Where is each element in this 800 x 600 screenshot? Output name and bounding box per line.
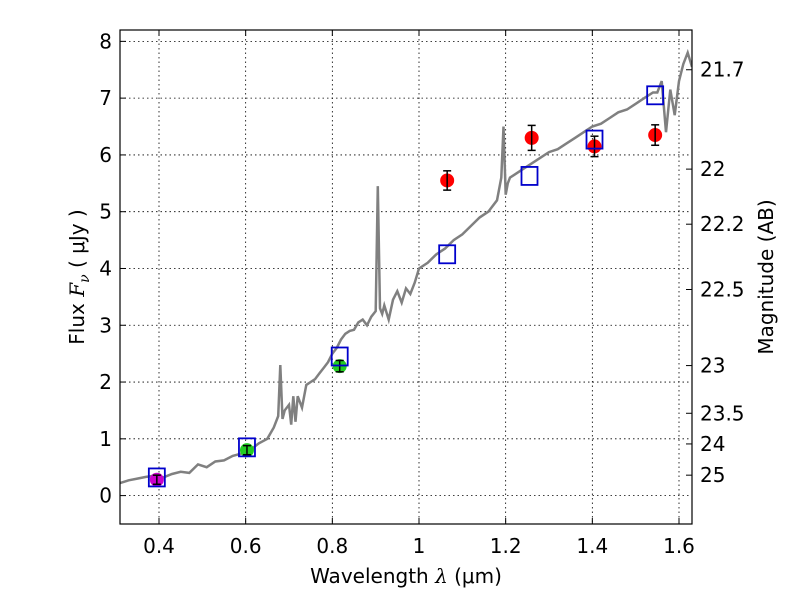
plot-frame <box>119 29 693 525</box>
y-tick-label: 0 <box>99 484 112 508</box>
model-synthetic-square <box>585 129 604 150</box>
y-tick-label: 8 <box>99 29 112 53</box>
y2-tick-label: 22 <box>700 157 725 181</box>
x-axis-title: Wavelength λ (μm) <box>310 564 502 588</box>
x-tick-label: 1 <box>413 534 426 558</box>
y-tick-label: 7 <box>99 86 112 110</box>
x-tick-label: 1.2 <box>490 534 522 558</box>
y-tick-label: 3 <box>99 313 112 337</box>
plot-area <box>120 48 692 488</box>
model-synthetic-square <box>520 166 539 186</box>
x-tick-label: 0.6 <box>230 534 262 558</box>
model-synthetic-square <box>238 437 256 458</box>
y-tick-label: 1 <box>99 427 112 451</box>
y2-tick-label: 21.7 <box>700 58 745 82</box>
x-axis-ticks: 0.4 0.6 0.8 1 1.2 1.4 1.6 <box>143 30 695 558</box>
model-synthetic-square <box>646 85 665 106</box>
y-tick-label: 4 <box>99 256 112 280</box>
y-axis-ticks: 0 1 2 3 4 5 6 7 8 <box>99 29 126 508</box>
model-synthetic-square <box>438 244 457 265</box>
x-tick-label: 1.6 <box>663 534 695 558</box>
y2-tick-label: 24 <box>700 432 725 456</box>
model-synthetic-square <box>147 467 166 488</box>
y2-tick-label: 25 <box>700 463 725 487</box>
y-axis-title: Flux Fν ( μJy ) <box>65 209 93 344</box>
model-synthetic-square <box>330 346 349 367</box>
grid-lines <box>120 30 692 524</box>
y-tick-label: 5 <box>99 200 112 224</box>
y2-tick-label: 22.2 <box>700 212 745 236</box>
y2-tick-label: 23.5 <box>700 401 745 425</box>
x-tick-label: 0.4 <box>143 534 175 558</box>
y-tick-label: 2 <box>99 370 112 394</box>
y2-axis-title: Magnitude (AB) <box>754 199 778 354</box>
x-tick-label: 0.8 <box>316 534 348 558</box>
y-tick-label: 6 <box>99 143 112 167</box>
y2-tick-label: 23 <box>700 354 725 378</box>
x-tick-label: 1.4 <box>576 534 608 558</box>
data-markers <box>147 85 665 488</box>
y2-axis-ticks: 21.7 22 22.2 22.5 23 23.5 24 25 <box>686 58 745 487</box>
model-spectrum-line <box>120 48 692 485</box>
y2-tick-label: 22.5 <box>700 277 745 301</box>
